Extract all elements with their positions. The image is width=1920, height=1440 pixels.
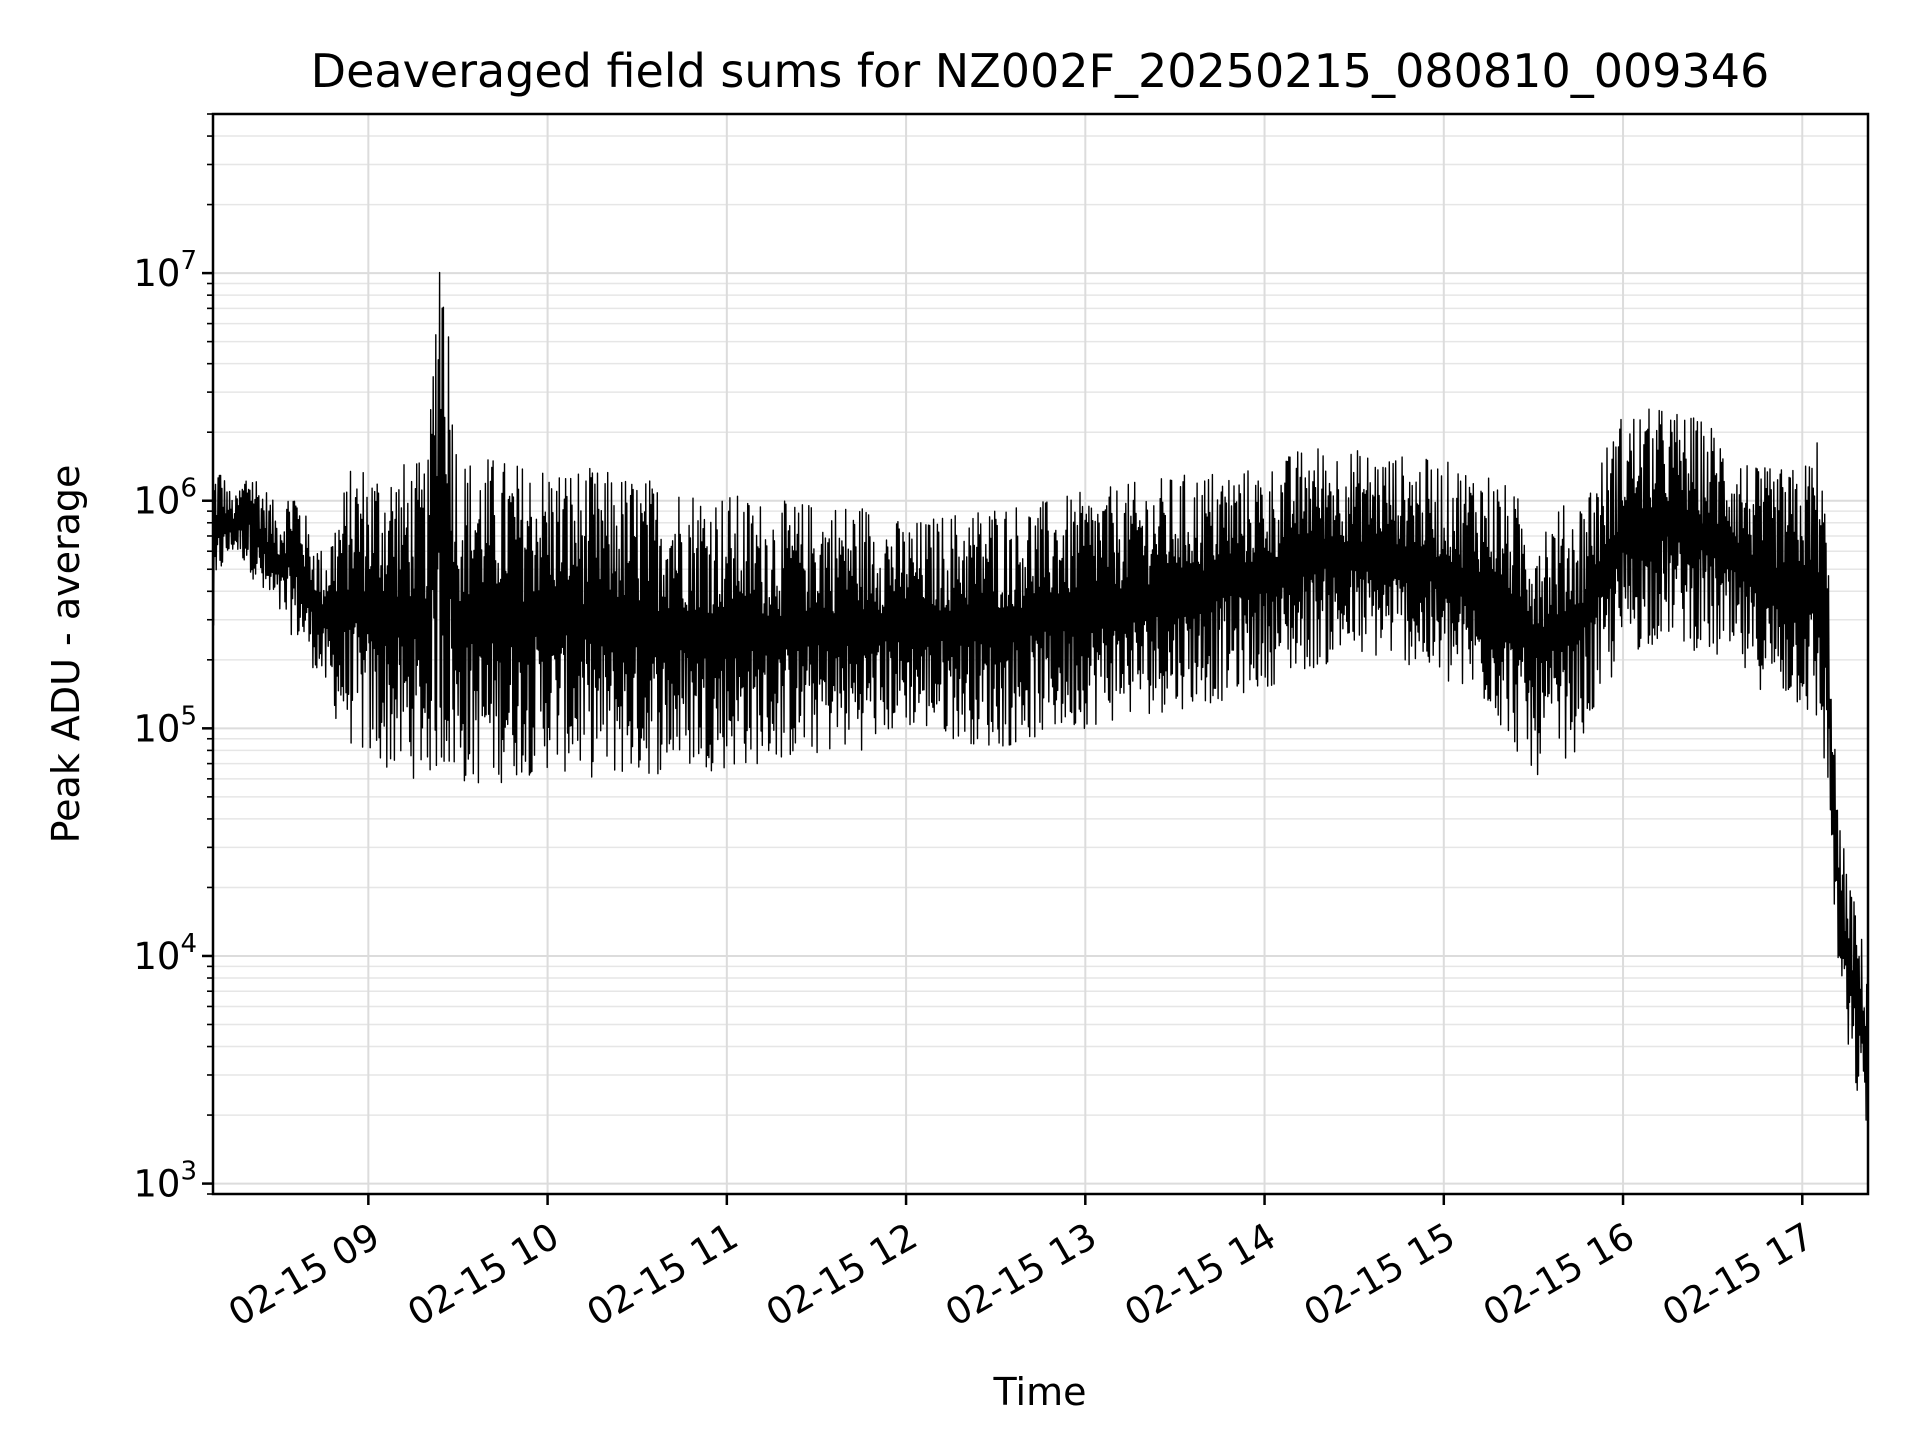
y-tick-label: 105 <box>133 701 197 750</box>
x-tick-label: 02-15 15 <box>1297 1215 1463 1335</box>
plot-frame <box>211 112 1870 1196</box>
series-line-peak-adu <box>212 271 1869 1121</box>
x-tick-label: 02-15 16 <box>1476 1215 1642 1335</box>
x-tick-label: 02-15 17 <box>1655 1215 1821 1335</box>
y-tick-label: 106 <box>133 474 197 523</box>
x-tick-label: 02-15 09 <box>221 1215 387 1335</box>
y-tick-label: 103 <box>133 1157 197 1206</box>
y-tick-label: 104 <box>133 929 197 978</box>
x-tick-label: 02-15 13 <box>938 1215 1104 1335</box>
x-axis-label: Time <box>993 1370 1087 1414</box>
x-tick-label: 02-15 10 <box>401 1215 567 1335</box>
y-tick-label: 107 <box>133 246 197 295</box>
chart-title: Deaveraged field sums for NZ002F_2025021… <box>311 44 1770 98</box>
y-axis: 103 104 105 106 107 <box>133 113 213 1206</box>
x-tick-label: 02-15 12 <box>759 1215 925 1335</box>
x-axis: 02-15 09 02-15 10 02-15 11 02-15 12 02-15 13… <box>221 1194 1821 1335</box>
y-axis-label: Peak ADU - average <box>44 465 88 844</box>
x-tick-label: 02-15 11 <box>580 1215 746 1335</box>
x-tick-label: 02-15 14 <box>1117 1215 1283 1335</box>
